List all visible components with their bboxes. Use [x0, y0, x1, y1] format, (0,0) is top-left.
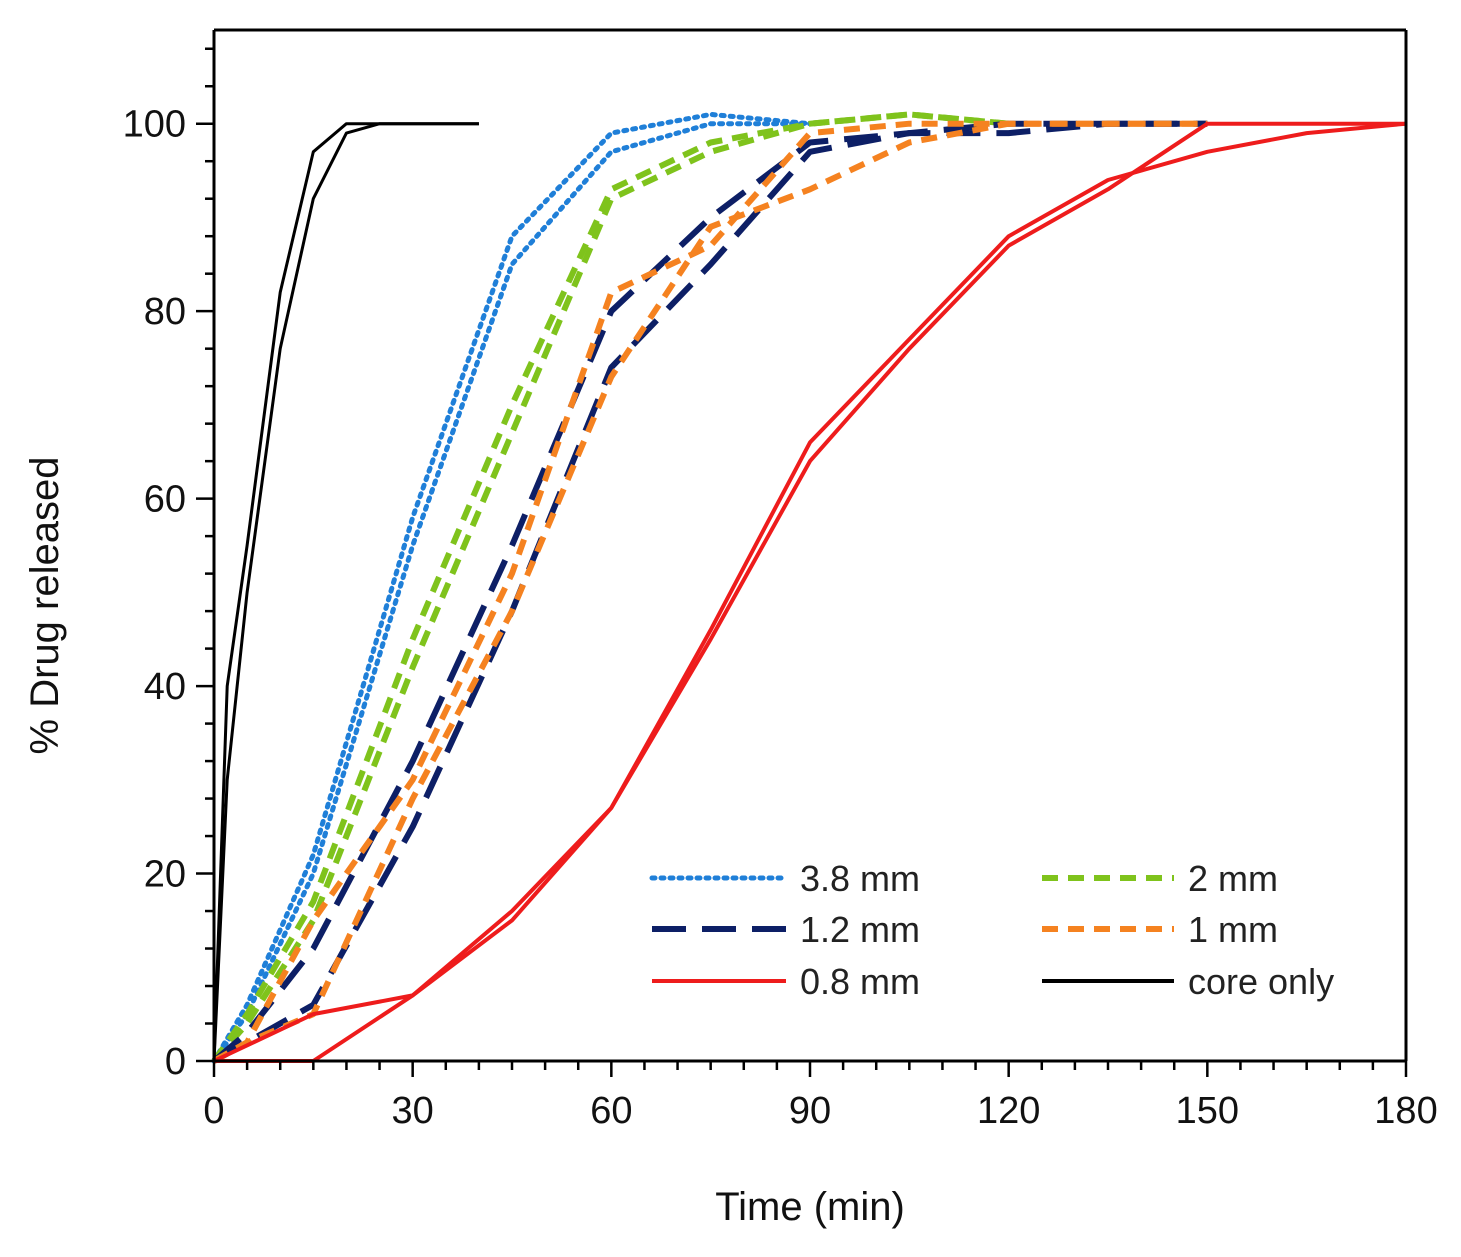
series-line-2-mm-rep1 — [211, 111, 1009, 1063]
axes: 0 30 60 90 120 150 180 0 20 40 60 80 100 — [123, 28, 1438, 1132]
series-line-3-8-mm-rep1 — [211, 111, 813, 1064]
legend-label: 0.8 mm — [800, 961, 920, 1002]
series-line-core-only-rep2 — [212, 122, 479, 1062]
legend-label: 2 mm — [1188, 858, 1278, 899]
legend-label: core only — [1188, 961, 1334, 1002]
series-lines — [211, 111, 1407, 1064]
y-tick-label: 20 — [144, 854, 186, 896]
x-tick-label: 150 — [1176, 1090, 1239, 1132]
x-tick-label: 180 — [1374, 1090, 1437, 1132]
series-line-0-8-mm-rep2 — [213, 121, 1406, 1063]
x-tick-label: 120 — [977, 1090, 1040, 1132]
x-axis-title: Time (min) — [715, 1185, 905, 1229]
series-line-2-mm-rep2 — [211, 111, 1009, 1063]
x-tick-label: 60 — [590, 1090, 632, 1132]
series-line-1-2-mm-rep2 — [212, 120, 1208, 1064]
y-axis-title: % Drug released — [23, 457, 67, 755]
legend-label: 3.8 mm — [800, 858, 920, 899]
series-line-1-mm-rep2 — [212, 120, 1208, 1064]
x-tick-label: 30 — [392, 1090, 434, 1132]
x-tick-label: 90 — [789, 1090, 831, 1132]
y-tick-label: 60 — [144, 479, 186, 521]
x-tick-label: 0 — [203, 1090, 224, 1132]
y-tick-label: 100 — [123, 104, 186, 146]
y-tick-label: 0 — [165, 1041, 186, 1083]
legend-label: 1 mm — [1188, 909, 1278, 950]
y-tick-label: 40 — [144, 666, 186, 708]
legend-label: 1.2 mm — [800, 909, 920, 950]
legend: 3.8 mm 2 mm 1.2 mm 1 mm 0.8 mm core only — [649, 858, 1334, 1002]
y-tick-label: 80 — [144, 291, 186, 333]
